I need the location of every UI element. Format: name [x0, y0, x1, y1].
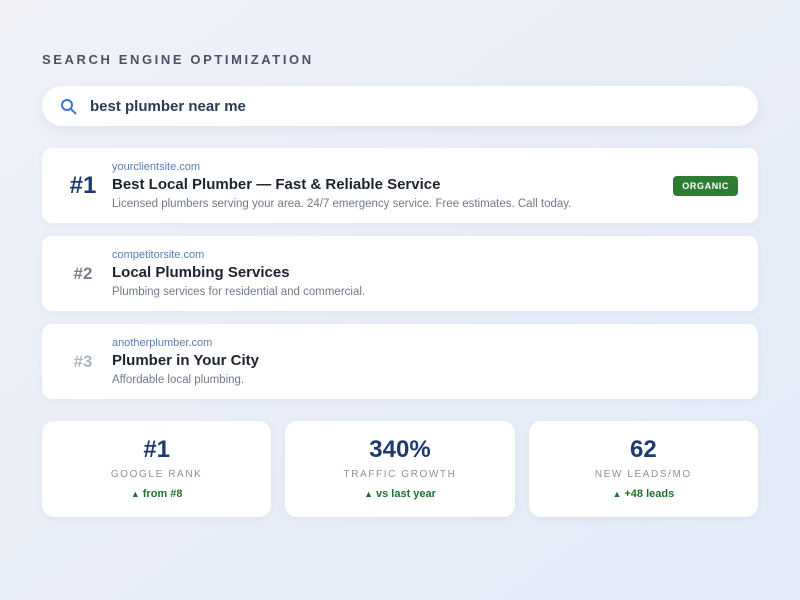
- stat-delta-text: vs last year: [375, 487, 436, 500]
- stat-delta: ▲ from #8: [52, 488, 261, 500]
- result-card-3: #3 anotherplumber.com Plumber in Your Ci…: [42, 324, 758, 399]
- stat-card-new-leads: 62 NEW LEADS/MO ▲ +48 leads: [528, 421, 758, 517]
- up-triangle-icon: ▲: [612, 488, 622, 499]
- result-title-link[interactable]: Best Local Plumber — Fast & Reliable Ser…: [112, 176, 441, 193]
- result-rank: #3: [73, 351, 93, 371]
- result-url: competitorsite.com: [112, 249, 205, 261]
- stat-card-traffic-growth: 340% TRAFFIC GROWTH ▲ vs last year: [285, 421, 515, 517]
- main-container: SEARCH ENGINE OPTIMIZATION best plumber …: [42, 52, 758, 517]
- search-input[interactable]: best plumber near me: [42, 86, 758, 126]
- result-body: anotherplumber.com Plumber in Your City …: [112, 337, 738, 386]
- result-rank: #2: [73, 263, 93, 283]
- result-url: anotherplumber.com: [112, 337, 213, 349]
- result-rank: #1: [69, 171, 97, 199]
- stat-delta-text: +48 leads: [624, 487, 675, 500]
- result-body: yourclientsite.com Best Local Plumber — …: [112, 161, 659, 210]
- result-title-link[interactable]: Local Plumbing Services: [112, 264, 290, 281]
- stat-delta: ▲ vs last year: [295, 488, 504, 500]
- result-description: Affordable local plumbing.: [112, 374, 245, 386]
- result-description: Licensed plumbers serving your area. 24/…: [112, 198, 572, 210]
- stat-card-google-rank: #1 GOOGLE RANK ▲ from #8: [42, 421, 272, 517]
- search-query-text: best plumber near me: [90, 97, 246, 115]
- stat-value: #1: [143, 436, 171, 463]
- stat-label: TRAFFIC GROWTH: [343, 468, 457, 480]
- result-description: Plumbing services for residential and co…: [112, 286, 366, 298]
- result-title-link[interactable]: Plumber in Your City: [112, 352, 259, 369]
- stat-label: GOOGLE RANK: [110, 468, 203, 480]
- page-title: SEARCH ENGINE OPTIMIZATION: [42, 52, 314, 67]
- stat-label: NEW LEADS/MO: [594, 468, 692, 480]
- results-list: #1 yourclientsite.com Best Local Plumber…: [42, 148, 758, 399]
- organic-badge: ORGANIC: [673, 175, 738, 196]
- stat-delta: ▲ +48 leads: [539, 488, 748, 500]
- up-triangle-icon: ▲: [364, 488, 373, 499]
- stat-delta-text: from #8: [142, 487, 183, 500]
- stat-value: 340%: [369, 436, 431, 463]
- result-body: competitorsite.com Local Plumbing Servic…: [112, 249, 738, 298]
- stat-value: 62: [629, 436, 657, 463]
- stats-row: #1 GOOGLE RANK ▲ from #8 340% TRAFFIC GRO…: [42, 421, 758, 517]
- up-triangle-icon: ▲: [130, 488, 140, 499]
- search-icon[interactable]: [60, 98, 77, 115]
- result-card-2: #2 competitorsite.com Local Plumbing Ser…: [42, 236, 758, 311]
- result-card-1: #1 yourclientsite.com Best Local Plumber…: [42, 148, 758, 223]
- result-url: yourclientsite.com: [112, 161, 201, 173]
